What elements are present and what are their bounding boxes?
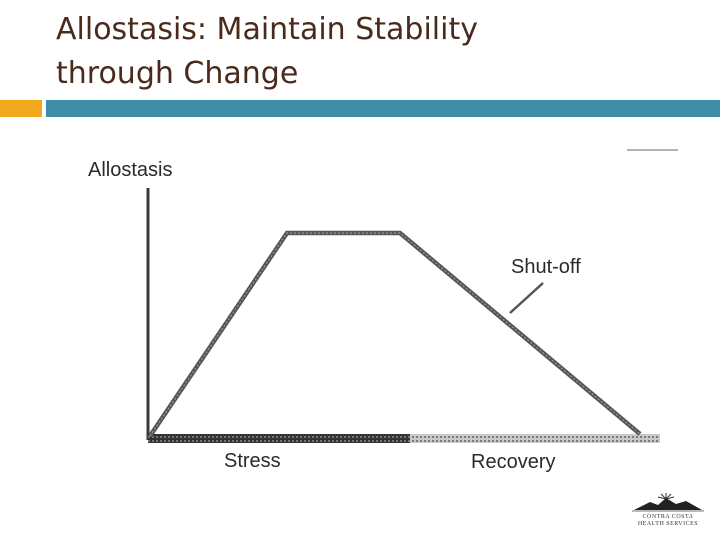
- stress-phase-bar: [148, 434, 410, 443]
- accent-bar: [0, 100, 42, 117]
- allostasis-curve-texture: [149, 232, 641, 437]
- mountain-sun-logo-icon: CONTRA COSTA HEALTH SERVICES: [632, 493, 704, 527]
- title-line-1: Allostasis: Maintain Stability: [56, 12, 478, 47]
- slide-title: Allostasis: Maintain Stability through C…: [56, 8, 696, 96]
- shut-off-pointer-line: [509, 282, 544, 314]
- stress-label: Stress: [224, 450, 281, 472]
- logo-text-line-2: HEALTH SERVICES: [638, 521, 698, 527]
- logo-text-line-1: CONTRA COSTA: [642, 514, 693, 520]
- y-axis-label: Allostasis: [88, 159, 172, 181]
- recovery-phase-bar: [410, 434, 660, 443]
- shut-off-label: Shut-off: [511, 256, 581, 278]
- recovery-label: Recovery: [471, 451, 555, 473]
- title-line-2: through Change: [56, 56, 299, 91]
- title-rule-bar: [46, 100, 720, 117]
- logo-mountain-icon: [634, 498, 702, 510]
